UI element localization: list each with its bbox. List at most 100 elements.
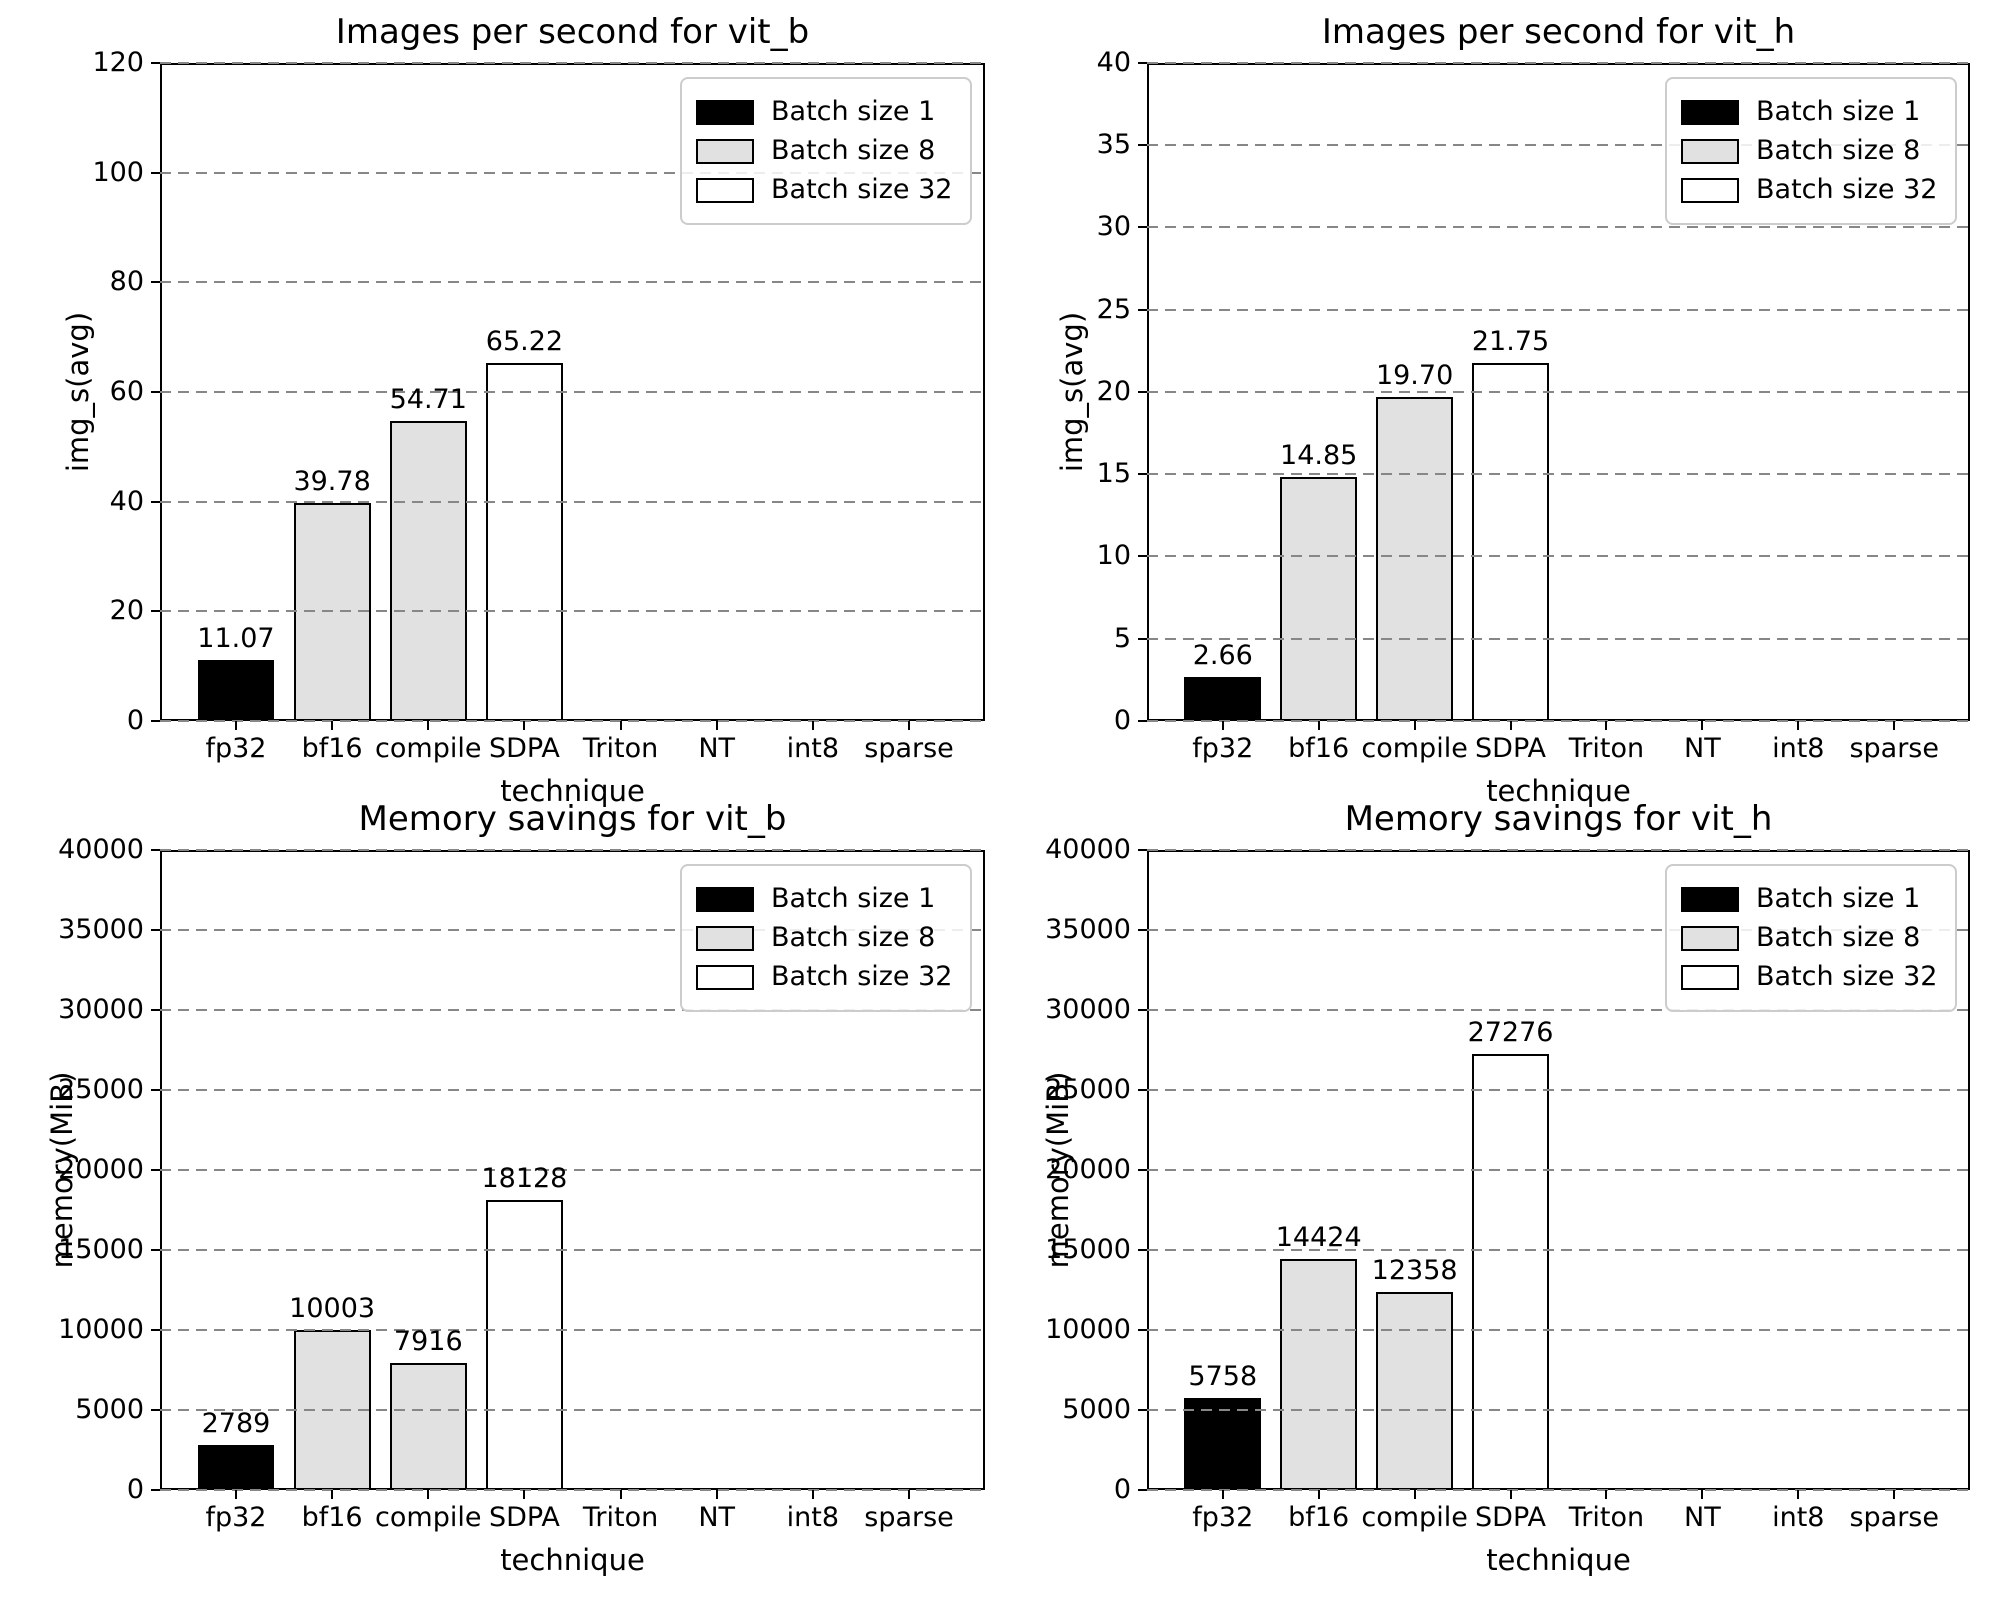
bar-bf16 (1280, 477, 1358, 721)
x-tick-label-SDPA: SDPA (1475, 1502, 1547, 1533)
y-tick-mark (1138, 391, 1147, 393)
gridline-y-40000 (1147, 849, 1970, 851)
y-tick-label: 30000 (1045, 994, 1131, 1025)
legend-swatch-icon (1681, 925, 1739, 951)
x-tick-mark (619, 1490, 622, 1499)
y-tick-label: 25 (1096, 294, 1131, 325)
chart-title: Images per second for vit_b (335, 12, 810, 52)
y-tick-mark (151, 391, 160, 393)
gridline-y-5 (1147, 638, 1970, 640)
y-tick-label: 0 (126, 1474, 144, 1505)
legend-item: Batch size 32 (1681, 961, 1938, 993)
x-tick-label-bf16: bf16 (301, 1502, 363, 1533)
bar-value-compile: 7916 (393, 1326, 463, 1357)
legend-swatch-icon (1681, 964, 1739, 990)
legend-item-label: Batch size 1 (771, 883, 936, 914)
x-tick-mark (1893, 1490, 1896, 1499)
legend-item-label: Batch size 1 (1756, 883, 1921, 914)
y-tick-label: 5000 (1062, 1394, 1131, 1425)
legend-item-label: Batch size 32 (771, 961, 953, 992)
x-axis-label: technique (1486, 1543, 1631, 1577)
legend-swatch-icon (1681, 177, 1739, 203)
y-tick-label: 20000 (1045, 1154, 1131, 1185)
y-tick-mark (151, 1409, 160, 1411)
y-tick-mark (1138, 473, 1147, 475)
x-tick-mark (1893, 721, 1896, 730)
gridline-y-5000 (1147, 1409, 1970, 1411)
legend-swatch-icon (696, 925, 754, 951)
bar-value-fp32: 5758 (1188, 1361, 1258, 1392)
bar-value-SDPA: 27276 (1467, 1017, 1554, 1048)
x-tick-label-fp32: fp32 (1192, 733, 1254, 764)
legend-swatch-icon (696, 138, 754, 164)
y-tick-mark (151, 720, 160, 722)
gridline-y-30000 (160, 1009, 985, 1011)
gridline-y-25000 (160, 1089, 985, 1091)
y-tick-label: 40 (109, 486, 144, 517)
bar-value-SDPA: 65.22 (485, 326, 564, 357)
bar-value-bf16: 14.85 (1280, 440, 1358, 471)
legend-swatch-icon (1681, 886, 1739, 912)
gridline-y-35000 (160, 929, 985, 931)
bar-fp32 (1184, 677, 1262, 721)
y-tick-mark (1138, 1009, 1147, 1011)
y-tick-label: 15000 (58, 1234, 144, 1265)
x-tick-label-fp32: fp32 (205, 733, 267, 764)
bar-value-fp32: 2.66 (1192, 640, 1253, 671)
gridline-y-5000 (160, 1409, 985, 1411)
gridline-y-30 (1147, 226, 1970, 228)
y-tick-mark (1138, 309, 1147, 311)
x-tick-mark (234, 1490, 237, 1499)
x-tick-label-compile: compile (1361, 733, 1468, 764)
x-tick-mark (1221, 1490, 1224, 1499)
y-tick-label: 120 (92, 47, 144, 78)
x-tick-label-int8: int8 (1772, 733, 1825, 764)
y-tick-mark (151, 849, 160, 851)
gridline-y-25 (1147, 309, 1970, 311)
x-tick-label-sparse: sparse (1849, 1502, 1939, 1533)
x-tick-mark (908, 1490, 911, 1499)
y-tick-label: 10000 (1045, 1314, 1131, 1345)
bar-SDPA (485, 1200, 563, 1490)
gridline-y-30000 (1147, 1009, 1970, 1011)
bar-fp32 (1184, 1398, 1262, 1490)
y-tick-mark (1138, 1169, 1147, 1171)
gridline-y-35000 (1147, 929, 1970, 931)
y-tick-mark (151, 1169, 160, 1171)
bar-value-compile: 54.71 (389, 384, 467, 415)
chart-title: Images per second for vit_h (1321, 12, 1796, 52)
y-tick-label: 10000 (58, 1314, 144, 1345)
bar-SDPA (485, 363, 563, 721)
legend-item: Batch size 1 (696, 883, 952, 915)
legend: Batch size 1 Batch size 8 Batch size 32 (1665, 864, 1957, 1012)
legend-item-label: Batch size 32 (771, 174, 953, 205)
legend-swatch-icon (696, 99, 754, 125)
legend: Batch size 1 Batch size 8 Batch size 32 (680, 864, 972, 1012)
y-tick-mark (1138, 1489, 1147, 1491)
x-tick-label-bf16: bf16 (1288, 733, 1350, 764)
bar-SDPA (1472, 363, 1549, 721)
y-tick-mark (151, 1009, 160, 1011)
x-axis-label: technique (1486, 774, 1631, 808)
legend-item: Batch size 8 (696, 922, 952, 954)
y-tick-mark (151, 172, 160, 174)
legend-swatch-icon (1681, 138, 1739, 164)
legend-item: Batch size 32 (696, 961, 953, 993)
x-tick-mark (331, 1490, 334, 1499)
x-tick-label-bf16: bf16 (1288, 1502, 1350, 1533)
x-tick-label-Triton: Triton (582, 733, 659, 764)
y-tick-label: 0 (1113, 705, 1131, 736)
bar-value-SDPA: 18128 (481, 1163, 568, 1194)
x-axis-label: technique (500, 774, 645, 808)
x-axis-label: technique (500, 1543, 645, 1577)
x-tick-mark (1317, 1490, 1320, 1499)
bar-value-SDPA: 21.75 (1471, 326, 1550, 357)
x-tick-label-int8: int8 (786, 733, 840, 764)
x-tick-label-int8: int8 (1772, 1502, 1825, 1533)
gridline-y-40 (1147, 62, 1970, 64)
x-tick-label-Triton: Triton (582, 1502, 659, 1533)
legend-item-label: Batch size 32 (1756, 174, 1938, 205)
chart-title: Memory savings for vit_h (1344, 799, 1773, 839)
x-tick-mark (1413, 721, 1416, 730)
y-tick-label: 40000 (1045, 834, 1131, 865)
